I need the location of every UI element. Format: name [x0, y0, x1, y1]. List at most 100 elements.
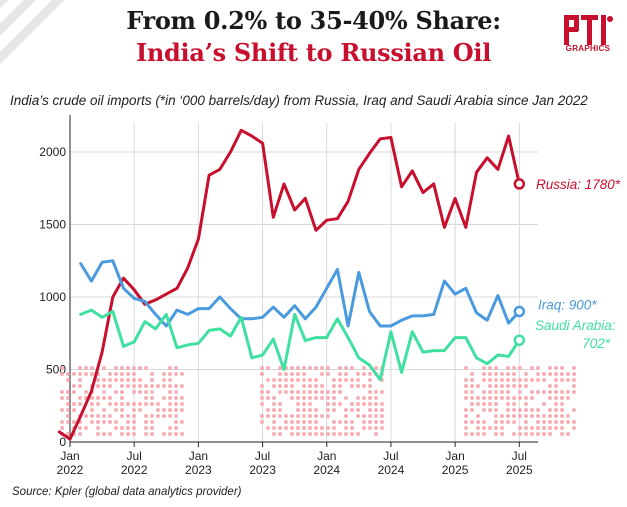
watermark-dot: [554, 414, 558, 418]
watermark-dots: [60, 366, 576, 436]
watermark-dot: [126, 432, 130, 436]
watermark-dot: [126, 384, 130, 388]
watermark-dot: [374, 396, 378, 400]
watermark-dot: [78, 372, 82, 376]
watermark-dot: [120, 426, 124, 430]
x-tick-label-year: 2022: [57, 463, 84, 477]
watermark-dot: [524, 378, 528, 382]
watermark-dot: [132, 420, 136, 424]
watermark-dot: [326, 414, 330, 418]
watermark-dot: [518, 366, 522, 370]
watermark-dot: [114, 426, 118, 430]
watermark-dot: [150, 372, 154, 376]
watermark-dot: [132, 366, 136, 370]
watermark-dot: [260, 366, 264, 370]
watermark-dot: [320, 366, 324, 370]
watermark-dot: [494, 390, 498, 394]
watermark-dot: [150, 426, 154, 430]
watermark-dot: [536, 372, 540, 376]
watermark-dot: [272, 384, 276, 388]
watermark-dot: [506, 366, 510, 370]
watermark-dot: [356, 384, 360, 388]
watermark-dot: [368, 426, 372, 430]
watermark-dot: [114, 372, 118, 376]
watermark-dot: [554, 402, 558, 406]
iraq-series-line: [79, 259, 521, 328]
watermark-dot: [90, 414, 94, 418]
watermark-dot: [332, 432, 336, 436]
pti-logo: [564, 15, 613, 45]
watermark-dot: [96, 396, 100, 400]
watermark-dot: [506, 372, 510, 376]
watermark-dot: [174, 408, 178, 412]
watermark-dot: [114, 366, 118, 370]
watermark-dot: [66, 432, 70, 436]
watermark-dot: [530, 396, 534, 400]
watermark-dot: [512, 384, 516, 388]
watermark-dot: [120, 414, 124, 418]
watermark-dot: [144, 420, 148, 424]
watermark-dot: [350, 432, 354, 436]
watermark-dot: [548, 426, 552, 430]
watermark-dot: [344, 372, 348, 376]
watermark-dot: [126, 366, 130, 370]
watermark-dot: [464, 396, 468, 400]
watermark-dot: [476, 396, 480, 400]
watermark-dot: [548, 420, 552, 424]
x-tick-label-month: Jan: [445, 449, 464, 463]
watermark-dot: [150, 396, 154, 400]
watermark-dot: [156, 408, 160, 412]
watermark-dot: [338, 402, 342, 406]
watermark-dot: [374, 366, 378, 370]
watermark-dot: [536, 390, 540, 394]
watermark-dot: [518, 426, 522, 430]
watermark-dot: [162, 384, 166, 388]
watermark-dot: [174, 432, 178, 436]
watermark-dot: [362, 420, 366, 424]
watermark-dot: [362, 384, 366, 388]
watermark-dot: [290, 366, 294, 370]
watermark-dot: [302, 402, 306, 406]
watermark-dot: [314, 378, 318, 382]
watermark-dot: [518, 396, 522, 400]
watermark-dot: [470, 378, 474, 382]
watermark-dot: [180, 420, 184, 424]
watermark-dot: [500, 372, 504, 376]
watermark-dot: [380, 420, 384, 424]
watermark-dot: [326, 432, 330, 436]
watermark-dot: [120, 372, 124, 376]
watermark-dot: [350, 402, 354, 406]
watermark-dot: [566, 372, 570, 376]
watermark-dot: [566, 396, 570, 400]
watermark-dot: [150, 402, 154, 406]
watermark-dot: [332, 426, 336, 430]
watermark-dot: [356, 432, 360, 436]
watermark-dot: [272, 402, 276, 406]
watermark-dot: [290, 414, 294, 418]
x-tick-label-month: Jul: [383, 449, 398, 463]
watermark-dot: [108, 402, 112, 406]
watermark-dot: [368, 396, 372, 400]
watermark-dot: [96, 384, 100, 388]
watermark-dot: [542, 420, 546, 424]
watermark-dot: [338, 432, 342, 436]
watermark-dot: [470, 384, 474, 388]
watermark-dot: [332, 402, 336, 406]
watermark-dot: [476, 432, 480, 436]
watermark-dot: [174, 366, 178, 370]
watermark-dot: [560, 408, 564, 412]
watermark-dot: [174, 372, 178, 376]
watermark-dot: [344, 396, 348, 400]
watermark-dot: [560, 432, 564, 436]
watermark-dot: [488, 426, 492, 430]
watermark-dot: [314, 420, 318, 424]
watermark-dot: [284, 384, 288, 388]
watermark-dot: [102, 420, 106, 424]
watermark-dot: [542, 426, 546, 430]
x-tick-label-year: 2024: [378, 463, 405, 477]
watermark-dot: [500, 420, 504, 424]
watermark-dot: [272, 414, 276, 418]
watermark-dot: [132, 426, 136, 430]
watermark-dot: [260, 390, 264, 394]
watermark-dot: [278, 372, 282, 376]
